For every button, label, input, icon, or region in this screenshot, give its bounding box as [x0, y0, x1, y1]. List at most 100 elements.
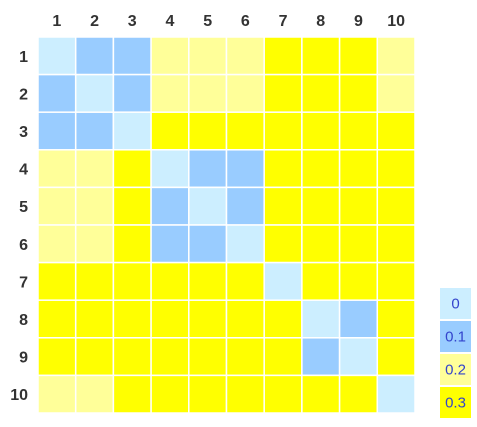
- heatmap-cell-r10-c9: [338, 374, 379, 414]
- heatmap-cell-r5-c8: [301, 186, 341, 226]
- heatmap-cell-r3-c2: [74, 111, 115, 151]
- heatmap-cell-r8-c7: [263, 299, 303, 339]
- x-tick-label: 7: [279, 13, 288, 30]
- heatmap-cell-r10-c6: [225, 374, 265, 414]
- heatmap-cell-r5-c3: [112, 186, 152, 226]
- heatmap-cell-r10-c10: [376, 374, 416, 414]
- heatmap-cell-r7-c3: [112, 261, 152, 301]
- y-tick-label: 7: [19, 274, 28, 291]
- heatmap-cell-r5-c4: [150, 186, 190, 226]
- heatmap-cell-r2-c8: [301, 73, 341, 113]
- heatmap-cell-r10-c1: [37, 374, 77, 414]
- heatmap-cells: [37, 36, 416, 414]
- heatmap-cell-r7-c4: [150, 261, 190, 301]
- x-tick-label: 5: [203, 13, 212, 30]
- y-tick-label: 6: [19, 237, 28, 254]
- y-tick-label: 1: [19, 49, 28, 66]
- heatmap-cell-r10-c5: [188, 374, 228, 414]
- legend-label: 0.2: [445, 362, 466, 379]
- heatmap-cell-r10-c2: [74, 374, 115, 414]
- heatmap-cell-r10-c4: [150, 374, 190, 414]
- y-tick-label: 9: [19, 350, 28, 367]
- heatmap-cell-r6-c4: [150, 224, 190, 264]
- heatmap-cell-r6-c5: [188, 224, 228, 264]
- heatmap-cell-r4-c3: [112, 149, 152, 189]
- heatmap-cell-r3-c8: [301, 111, 341, 151]
- heatmap-cell-r6-c2: [74, 224, 115, 264]
- legend-swatch: [440, 321, 471, 352]
- x-tick-label: 6: [241, 13, 250, 30]
- heatmap-cell-r7-c7: [263, 261, 303, 301]
- heatmap-cell-r5-c5: [188, 186, 228, 226]
- heatmap-cell-r9-c3: [112, 337, 152, 377]
- heatmap-cell-r9-c4: [150, 337, 190, 377]
- y-tick-label: 5: [19, 199, 28, 216]
- x-tick-label: 1: [52, 13, 61, 30]
- heatmap-cell-r9-c5: [188, 337, 228, 377]
- heatmap-cell-r8-c2: [74, 299, 115, 339]
- heatmap-cell-r8-c3: [112, 299, 152, 339]
- heatmap-cell-r10-c7: [263, 374, 303, 414]
- heatmap-cell-r4-c9: [338, 149, 379, 189]
- heatmap-cell-r5-c1: [37, 186, 77, 226]
- y-tick-label: 8: [19, 312, 28, 329]
- heatmap-cell-r3-c3: [112, 111, 152, 151]
- heatmap-cell-r2-c10: [376, 73, 416, 113]
- heatmap-cell-r8-c6: [225, 299, 265, 339]
- color-legend: 0 0.1 0.2 0.3: [440, 288, 471, 418]
- heatmap-cell-r5-c7: [263, 186, 303, 226]
- heatmap-cell-r6-c9: [338, 224, 379, 264]
- heatmap-cell-r3-c9: [338, 111, 379, 151]
- heatmap-cell-r9-c1: [37, 337, 77, 377]
- heatmap-cell-r4-c1: [37, 149, 77, 189]
- heatmap-cell-r7-c8: [301, 261, 341, 301]
- heatmap-cell-r5-c2: [74, 186, 115, 226]
- heatmap-cell-r7-c10: [376, 261, 416, 301]
- legend-swatch: [440, 387, 471, 418]
- heatmap-cell-r2-c1: [37, 73, 77, 113]
- heatmap-cell-r4-c6: [225, 149, 265, 189]
- y-tick-label: 4: [19, 162, 28, 179]
- heatmap-cell-r8-c1: [37, 299, 77, 339]
- heatmap-cell-r5-c10: [376, 186, 416, 226]
- heatmap-cell-r4-c4: [150, 149, 190, 189]
- y-tick-label: 3: [19, 124, 28, 141]
- heatmap-cell-r1-c9: [338, 36, 379, 76]
- heatmap-cell-r5-c9: [338, 186, 379, 226]
- heatmap-cell-r8-c8: [301, 299, 341, 339]
- heatmap-cell-r1-c10: [376, 36, 416, 76]
- heatmap-cell-r4-c8: [301, 149, 341, 189]
- heatmap-cell-r2-c6: [225, 73, 265, 113]
- heatmap-cell-r7-c6: [225, 261, 265, 301]
- heatmap-cell-r3-c1: [37, 111, 77, 151]
- legend-swatch: [440, 354, 471, 385]
- heatmap-cell-r2-c2: [74, 73, 115, 113]
- heatmap-cell-r2-c3: [112, 73, 152, 113]
- legend-label: 0.1: [445, 329, 466, 346]
- heatmap-cell-r6-c8: [301, 224, 341, 264]
- heatmap-cell-r6-c3: [112, 224, 152, 264]
- heatmap-cell-r1-c1: [37, 36, 77, 76]
- heatmap-cell-r3-c6: [225, 111, 265, 151]
- heatmap-cell-r9-c8: [301, 337, 341, 377]
- heatmap-cell-r9-c2: [74, 337, 115, 377]
- heatmap-cell-r1-c3: [112, 36, 152, 76]
- y-tick-label: 2: [19, 86, 28, 103]
- heatmap-cell-r3-c4: [150, 111, 190, 151]
- heatmap-cell-r10-c3: [112, 374, 152, 414]
- heatmap-cell-r6-c6: [225, 224, 265, 264]
- x-tick-label: 9: [354, 13, 363, 30]
- x-tick-label: 10: [387, 13, 405, 30]
- heatmap-cell-r9-c9: [338, 337, 379, 377]
- y-axis-labels: 1 2 3 4 5 6 7 8 9 10: [10, 49, 28, 404]
- heatmap-cell-r8-c4: [150, 299, 190, 339]
- heatmap-cell-r7-c5: [188, 261, 228, 301]
- heatmap-cell-r3-c5: [188, 111, 228, 151]
- heatmap-cell-r1-c2: [74, 36, 115, 76]
- x-tick-label: 2: [90, 13, 99, 30]
- y-tick-label: 10: [10, 387, 28, 404]
- heatmap-cell-r1-c5: [188, 36, 228, 76]
- heatmap-cell-r6-c7: [263, 224, 303, 264]
- heatmap-cell-r7-c2: [74, 261, 115, 301]
